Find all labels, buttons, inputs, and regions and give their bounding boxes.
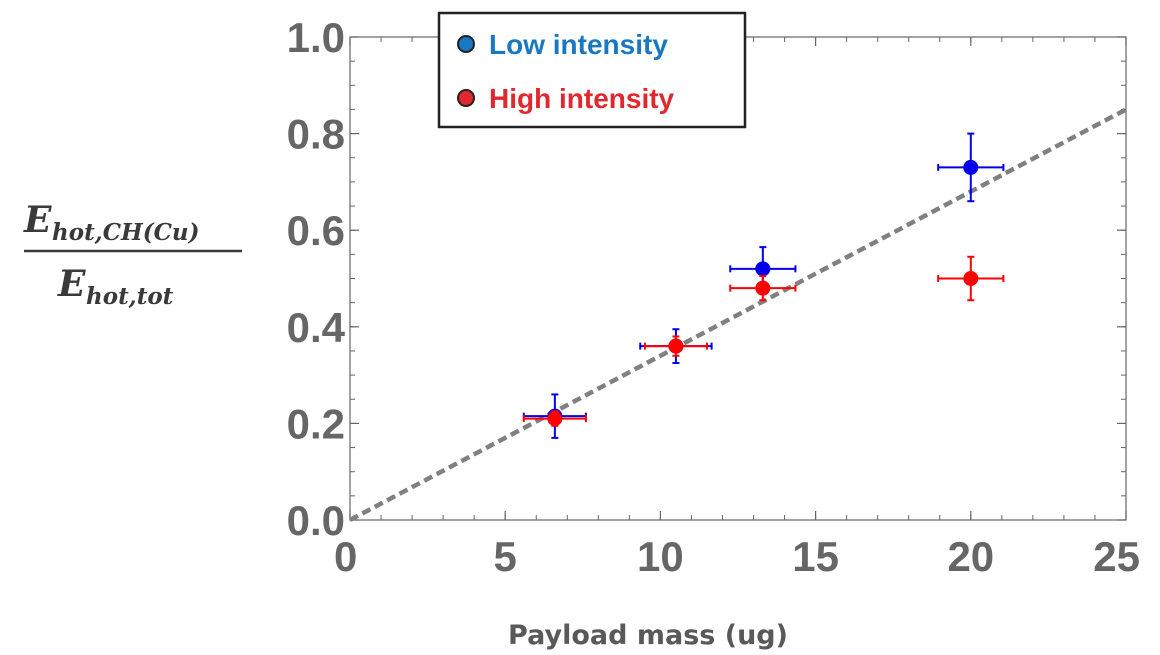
x-tick-label: 5 [494, 533, 517, 580]
data-point [755, 261, 771, 277]
legend: Low intensity High intensity [437, 11, 747, 129]
data-points [522, 132, 1005, 439]
y-tick-label: 1.0 [287, 14, 345, 61]
y-ticks: 0.0 0.2 0.4 0.6 0.8 1.0 [287, 14, 1126, 544]
data-point [668, 338, 684, 354]
x-tick-label: 0 [334, 533, 357, 580]
x-tick-label: 20 [947, 533, 994, 580]
legend-box [437, 11, 747, 129]
legend-label-low-intensity: Low intensity [489, 29, 668, 60]
y-tick-label: 0.8 [287, 111, 345, 158]
series-high-intensity [522, 255, 1005, 427]
legend-marker-high-intensity [457, 89, 475, 107]
fit-line-group [348, 107, 1128, 522]
x-tick-label: 15 [792, 533, 839, 580]
x-tick-label: 25 [1093, 533, 1140, 580]
y-tick-label: 0.4 [287, 304, 346, 351]
y-tick-label: 0.0 [287, 497, 345, 544]
y-label-numerator-main: E [23, 199, 52, 241]
y-label-numerator-sub: hot,CH(Cu) [52, 219, 200, 246]
data-point [963, 159, 979, 175]
x-axis-label: Payload mass (ug) [508, 620, 788, 651]
y-label-denominator-main: E [57, 263, 86, 305]
legend-marker-low-intensity [457, 35, 475, 53]
legend-label-high-intensity: High intensity [489, 83, 675, 114]
x-tick-label: 10 [637, 533, 684, 580]
y-axis-label: E hot,CH(Cu) E hot,tot [23, 199, 242, 310]
y-label-denominator-sub: hot,tot [86, 283, 174, 310]
x-ticks: 0 5 10 15 20 25 [334, 37, 1140, 580]
fit-line [348, 107, 1128, 522]
data-point [755, 280, 771, 296]
y-tick-label: 0.6 [287, 207, 345, 254]
data-point [963, 271, 979, 286]
y-tick-label: 0.2 [287, 400, 345, 447]
data-point [547, 411, 563, 427]
